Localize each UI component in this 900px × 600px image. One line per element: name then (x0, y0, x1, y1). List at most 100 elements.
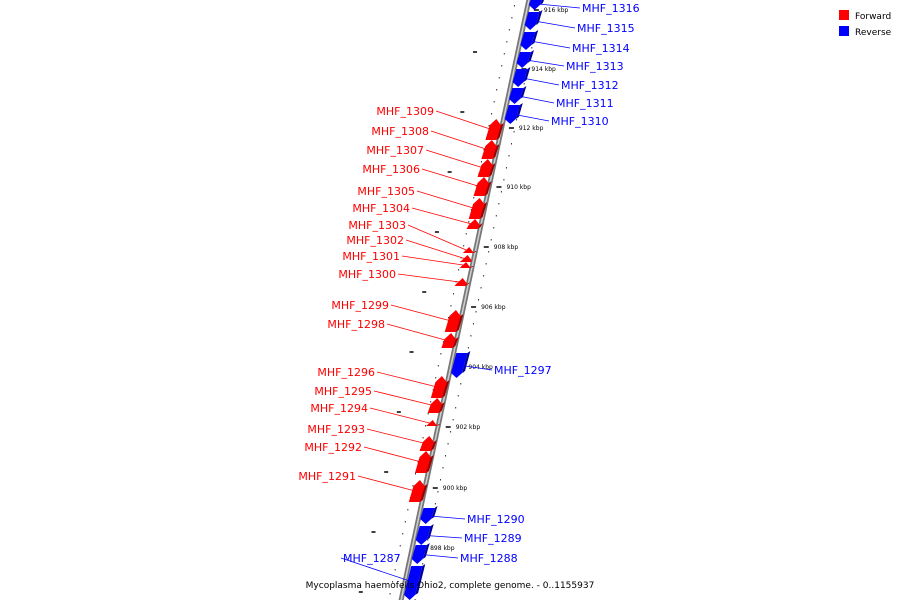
gene-label[interactable]: MHF_1287 (343, 552, 401, 565)
gene-feature[interactable] (404, 566, 423, 600)
gene-feature[interactable] (419, 436, 434, 451)
minor-tick-dot (460, 383, 462, 385)
gene-feature-side (484, 181, 492, 196)
label-leader (407, 224, 467, 251)
minor-tick-dot (447, 317, 449, 319)
label-leader (366, 428, 426, 444)
gene-feature[interactable] (485, 119, 501, 140)
gene-label[interactable]: MHF_1302 (346, 234, 404, 247)
gene-feature-side (455, 314, 464, 332)
gene-feature[interactable] (459, 255, 473, 262)
gene-feature[interactable] (468, 198, 485, 219)
gene-feature-side (438, 402, 445, 413)
gene-label[interactable]: MHF_1298 (327, 318, 385, 331)
gene-label[interactable]: MHF_1310 (551, 115, 609, 128)
gene-feature-side (435, 424, 441, 426)
minor-tick-dot (465, 233, 467, 235)
gene-label[interactable]: MHF_1299 (331, 299, 389, 312)
gene-feature[interactable] (504, 105, 520, 124)
gene-label[interactable]: MHF_1309 (376, 105, 434, 118)
gene-feature[interactable] (414, 451, 431, 473)
gene-feature[interactable] (516, 52, 532, 68)
gene-label[interactable]: MHF_1313 (566, 60, 624, 73)
gene-labels: MHF_1316 MHF_1315 MHF_1314 MHF_1313 MHF_1312… (298, 2, 639, 565)
gene-label[interactable]: MHF_1290 (467, 513, 525, 526)
gene-label[interactable]: MHF_1296 (317, 366, 375, 379)
minor-tick-dot (422, 437, 424, 439)
minor-tick-dot (422, 563, 424, 565)
gene-feature[interactable] (509, 88, 524, 104)
gene-feature[interactable] (444, 310, 461, 332)
gene-label[interactable]: MHF_1308 (371, 125, 429, 138)
gene-feature[interactable] (427, 398, 442, 413)
gene-feature[interactable] (524, 12, 540, 30)
label-leader (411, 207, 472, 225)
gene-label[interactable]: MHF_1292 (304, 441, 362, 454)
minor-tick-dot (457, 395, 459, 397)
label-leader (369, 407, 430, 424)
minor-tick-dot (427, 539, 429, 541)
gene-label[interactable]: MHF_1295 (314, 385, 372, 398)
minor-tick-dot (498, 203, 500, 205)
gene-feature[interactable] (466, 219, 480, 229)
label-leader (357, 475, 416, 492)
legend: Forward Reverse (839, 10, 892, 38)
gene-feature[interactable] (430, 376, 447, 398)
gene-feature[interactable] (408, 480, 425, 502)
gene-feature[interactable] (477, 159, 493, 177)
gene-label[interactable]: MHF_1294 (310, 402, 368, 415)
minor-tick-dot (508, 29, 510, 31)
gene-label[interactable]: MHF_1303 (348, 219, 406, 232)
scale-ticks: 898 kbp 900 kbp 902 kbp 904 kbp 906 kbp 908 k… (420, 7, 569, 552)
gene-feature-side (539, 0, 544, 5)
gene-feature[interactable] (441, 333, 456, 348)
gene-label[interactable]: MHF_1315 (577, 22, 635, 35)
gene-feature-side (479, 202, 488, 219)
gene-label[interactable]: MHF_1306 (362, 163, 420, 176)
legend-reverse-swatch (839, 26, 849, 36)
gene-label[interactable]: MHF_1312 (561, 79, 619, 92)
gene-label[interactable]: MHF_1288 (460, 552, 518, 565)
minor-tick-dot (513, 131, 515, 133)
label-leader (416, 190, 476, 209)
minor-tick-dot (490, 239, 492, 241)
gene-feature[interactable] (528, 0, 543, 10)
gene-feature[interactable] (520, 32, 536, 50)
gene-feature[interactable] (512, 69, 528, 87)
scale-label: 912 kbp (519, 125, 544, 132)
gene-label[interactable]: MHF_1314 (572, 42, 630, 55)
minor-tick-dot (435, 377, 437, 379)
gene-feature-side (462, 351, 471, 373)
gene-label[interactable]: MHF_1311 (556, 97, 614, 110)
gene-feature[interactable] (481, 140, 497, 159)
gene-label[interactable]: MHF_1289 (464, 532, 522, 545)
gene-feature[interactable] (451, 353, 468, 378)
gene-feature-side (527, 50, 535, 63)
label-leader (518, 95, 555, 104)
gene-label[interactable]: MHF_1300 (338, 268, 396, 281)
gene-label[interactable]: MHF_1293 (307, 423, 365, 436)
label-leader (421, 554, 459, 559)
gene-label[interactable]: MHF_1291 (298, 470, 356, 483)
legend-forward-swatch (839, 10, 849, 20)
minor-tick-dot (516, 119, 518, 121)
gene-feature[interactable] (454, 278, 468, 286)
gene-label[interactable]: MHF_1297 (494, 364, 552, 377)
minor-tick-dot (453, 293, 455, 295)
gene-feature[interactable] (415, 526, 431, 545)
gene-label[interactable]: MHF_1307 (366, 144, 424, 157)
minor-tick-dot (404, 521, 406, 523)
gene-label[interactable]: MHF_1304 (352, 202, 410, 215)
gene-feature[interactable] (420, 508, 435, 524)
gene-label[interactable]: MHF_1316 (582, 2, 640, 15)
gene-feature[interactable] (473, 177, 489, 196)
minor-tick-dot (488, 125, 490, 127)
minor-tick-dot (445, 455, 447, 457)
gene-feature[interactable] (424, 420, 438, 426)
gene-feature[interactable] (411, 545, 427, 564)
gene-feature[interactable] (461, 247, 474, 253)
gene-label[interactable]: MHF_1305 (357, 185, 415, 198)
gene-feature[interactable] (458, 262, 471, 268)
gene-label[interactable]: MHF_1301 (342, 250, 400, 263)
gene-features (404, 0, 544, 600)
